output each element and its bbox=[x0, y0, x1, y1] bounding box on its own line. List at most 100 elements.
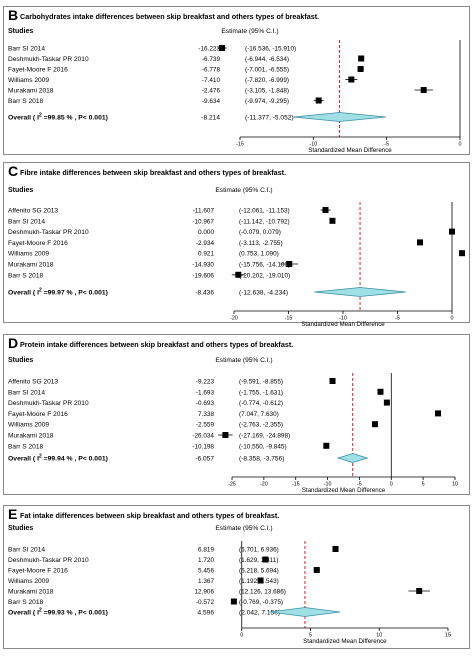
overall-label-pre: Overall ( I bbox=[8, 290, 39, 297]
study-estimate: -14.930 bbox=[192, 262, 214, 269]
study-ci: (-15.756, -14.103) bbox=[239, 262, 290, 269]
panel-title: Fat intake differences between skip brea… bbox=[20, 511, 279, 520]
study-name: Barr SI 2014 bbox=[8, 46, 45, 53]
estimate-header: Estimate (95% C.I.) bbox=[215, 357, 272, 364]
study-estimate: -6.739 bbox=[202, 56, 221, 63]
x-tick-label: 0 bbox=[451, 316, 454, 322]
x-tick-label: -5 bbox=[357, 482, 362, 488]
study-estimate: -11.607 bbox=[193, 208, 215, 215]
overall-diamond bbox=[336, 453, 369, 463]
x-tick-label: -5 bbox=[395, 316, 400, 322]
x-axis-label: Standardized Mean Difference bbox=[301, 321, 385, 328]
study-estimate: -7.410 bbox=[202, 77, 221, 84]
study-ci: (0.753, 1.090) bbox=[239, 251, 279, 258]
forest-panel-e: E Fat intake differences between skip bre… bbox=[3, 505, 470, 649]
study-marker bbox=[459, 250, 466, 257]
overall-ci: (2.042, 7.150) bbox=[239, 610, 280, 617]
study-marker bbox=[286, 261, 293, 267]
study-name: Barr S 2018 bbox=[8, 443, 44, 450]
study-name: Deshmukh-Taskar PR 2010 bbox=[8, 229, 89, 236]
study-estimate: -2.559 bbox=[196, 422, 215, 429]
study-marker bbox=[322, 207, 329, 213]
overall-diamond bbox=[293, 112, 386, 122]
study-ci: (-6.944, -6.534) bbox=[245, 56, 289, 63]
study-name: Deshmukh-Taskar PR 2010 bbox=[8, 56, 89, 63]
study-estimate: -0.693 bbox=[196, 400, 215, 407]
studies-header: Studies bbox=[8, 525, 33, 532]
study-ci: (6.701, 6.936) bbox=[239, 547, 279, 554]
study-marker bbox=[230, 598, 237, 605]
study-ci: (-0.774, -0.612) bbox=[239, 400, 283, 407]
study-ci: (-2.763, -2.355) bbox=[239, 422, 283, 429]
overall-estimate: -6.057 bbox=[195, 456, 214, 463]
study-marker bbox=[222, 432, 229, 438]
study-estimate: -10.198 bbox=[192, 443, 214, 450]
x-tick-label: 10 bbox=[452, 482, 458, 488]
x-tick-label: 0 bbox=[240, 633, 243, 639]
study-estimate: 12.906 bbox=[194, 589, 214, 596]
study-marker bbox=[235, 271, 242, 278]
x-tick-label: -10 bbox=[324, 482, 332, 488]
study-name: Murakami 2018 bbox=[8, 262, 54, 269]
study-estimate: 1.720 bbox=[198, 557, 214, 564]
study-estimate: 5.456 bbox=[198, 568, 214, 575]
study-estimate: -0.572 bbox=[196, 599, 215, 606]
study-estimate: 1.367 bbox=[198, 578, 214, 585]
study-name: Williams 2009 bbox=[8, 578, 49, 585]
study-ci: (-3.113, -2.755) bbox=[239, 240, 283, 247]
study-estimate: 6.819 bbox=[198, 547, 214, 554]
estimate-header: Estimate (95% C.I.) bbox=[215, 187, 272, 194]
overall-label-pre: Overall ( I bbox=[8, 115, 39, 122]
study-marker bbox=[313, 567, 320, 573]
forest-panel-b: B Carbohydrates intake differences betwee… bbox=[3, 6, 470, 155]
overall-estimate: -8.436 bbox=[195, 290, 214, 297]
estimate-header: Estimate (95% C.I.) bbox=[215, 525, 272, 532]
overall-label-sup: 2 bbox=[39, 608, 42, 614]
study-ci: (-3.105, -1.848) bbox=[245, 88, 289, 95]
study-marker bbox=[383, 399, 390, 406]
panel-frame bbox=[3, 334, 470, 495]
study-marker bbox=[417, 239, 424, 246]
study-marker bbox=[332, 546, 339, 552]
study-name: Deshmukh-Taskar PR 2010 bbox=[8, 400, 89, 407]
study-name: Fayet-Moore F 2016 bbox=[8, 568, 68, 575]
study-estimate: -10.967 bbox=[192, 218, 214, 225]
study-marker bbox=[329, 378, 336, 384]
overall-diamond bbox=[269, 607, 341, 617]
study-ci: (12.126, 13.686) bbox=[239, 589, 286, 596]
x-axis-label: Standardized Mean Difference bbox=[303, 638, 387, 645]
overall-label: Overall ( I2 =99.94 % , P< 0.001) bbox=[8, 454, 108, 463]
study-marker bbox=[262, 556, 269, 563]
estimate-header: Estimate (95% C.I.) bbox=[221, 28, 278, 35]
x-tick-label: 0 bbox=[459, 142, 462, 148]
overall-estimate: 4.596 bbox=[197, 610, 214, 617]
study-name: Fayet-Moore F 2016 bbox=[8, 67, 68, 74]
overall-label: Overall ( I2 =99.93 % , P< 0.001) bbox=[8, 608, 108, 617]
study-ci: (-11.142, -10.792) bbox=[239, 218, 290, 225]
study-marker bbox=[257, 577, 264, 584]
overall-label-post: =99.97 % , P< 0.001) bbox=[42, 290, 108, 297]
study-ci: (-12.061, -11.153) bbox=[239, 208, 290, 215]
overall-label-sup: 2 bbox=[39, 113, 42, 119]
study-ci: (-7.820, -6.999) bbox=[245, 77, 289, 84]
panel-frame bbox=[3, 6, 470, 155]
study-name: Barr SI 2014 bbox=[8, 389, 45, 396]
study-name: Williams 2009 bbox=[8, 251, 49, 258]
x-tick-label: -10 bbox=[309, 142, 317, 148]
panel-letter: B bbox=[8, 7, 18, 23]
study-name: Deshmukh-Taskar PR 2010 bbox=[8, 557, 89, 564]
study-marker bbox=[323, 442, 330, 449]
studies-header: Studies bbox=[8, 187, 33, 194]
study-name: Barr S 2018 bbox=[8, 599, 44, 606]
study-name: Affenito SG 2013 bbox=[8, 379, 58, 386]
panel-letter: E bbox=[8, 506, 17, 522]
study-name: Murakami 2018 bbox=[8, 88, 54, 95]
study-estimate: 7.338 bbox=[198, 411, 214, 418]
studies-header: Studies bbox=[8, 28, 33, 35]
study-marker bbox=[329, 217, 336, 224]
study-marker bbox=[416, 588, 423, 594]
study-marker bbox=[371, 421, 378, 428]
panel-letter: D bbox=[8, 335, 18, 351]
study-marker bbox=[449, 228, 455, 235]
study-name: Williams 2009 bbox=[8, 422, 49, 429]
